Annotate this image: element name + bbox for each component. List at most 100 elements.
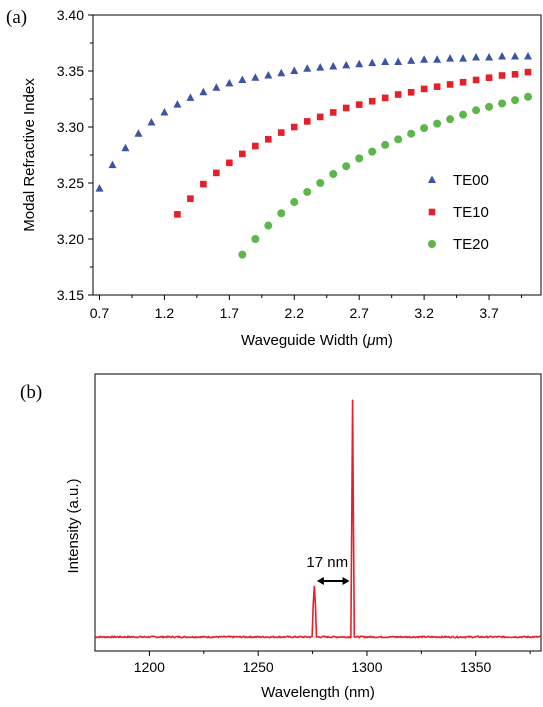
te10-point bbox=[433, 83, 441, 90]
y-tick-label: 3.20 bbox=[57, 231, 84, 247]
te00-point bbox=[251, 73, 260, 81]
te00-point bbox=[108, 160, 117, 169]
panel-b-annotation: 17 nm bbox=[306, 554, 350, 585]
te10-point bbox=[239, 150, 246, 158]
panel-a-x-axis: 0.7 1.2 1.7 2.2 2.7 3.2 3.7 bbox=[90, 295, 523, 321]
x-tick-label: 3.7 bbox=[479, 305, 499, 321]
annotation-label: 17 nm bbox=[306, 554, 348, 571]
panel-b-plot-frame bbox=[94, 373, 542, 652]
legend-label-te20: TE20 bbox=[453, 236, 489, 253]
y-tick-label: 3.40 bbox=[57, 7, 84, 23]
te10-point bbox=[226, 159, 233, 167]
te10-point bbox=[187, 195, 194, 202]
te20-point bbox=[264, 221, 273, 230]
legend-label-te00: TE00 bbox=[453, 172, 489, 189]
te20-point bbox=[368, 147, 377, 156]
te00-point bbox=[433, 55, 442, 63]
te10-point bbox=[394, 91, 402, 98]
x-tick-label: 1250 bbox=[243, 659, 274, 675]
te00-point bbox=[511, 51, 520, 60]
te00-point bbox=[186, 93, 195, 101]
te20-point bbox=[511, 96, 520, 105]
te00-point bbox=[160, 107, 169, 116]
te00-point bbox=[459, 54, 468, 62]
te00-point bbox=[147, 118, 156, 126]
te00-point bbox=[264, 70, 273, 79]
legend-marker-te20 bbox=[428, 240, 436, 248]
te10-point bbox=[355, 101, 363, 108]
annotation-arrow-head-right bbox=[342, 577, 350, 585]
te10-point bbox=[381, 94, 389, 102]
panel-b-x-axis: 1200 1250 1300 1350 bbox=[134, 651, 531, 675]
y-tick-label: 3.30 bbox=[57, 119, 84, 135]
te00-point bbox=[407, 56, 416, 64]
x-tick-label: 1350 bbox=[460, 659, 491, 675]
te00-point bbox=[173, 100, 182, 108]
legend-marker-te00 bbox=[428, 175, 436, 183]
te20-point bbox=[446, 115, 455, 124]
annotation-arrow-head-left bbox=[316, 577, 324, 585]
te20-point bbox=[420, 124, 429, 133]
te10-point bbox=[368, 97, 376, 105]
panel-a-plot-frame bbox=[92, 14, 542, 296]
panel-a-x-axis-title: Waveguide Width (μm) bbox=[241, 332, 393, 349]
x-tick-label: 2.2 bbox=[285, 305, 305, 321]
te00-point bbox=[524, 51, 533, 60]
x-tick-label: 1.7 bbox=[220, 305, 240, 321]
te00-point bbox=[134, 129, 143, 137]
te00-point bbox=[368, 58, 377, 67]
te10-point bbox=[498, 72, 506, 79]
te10-point bbox=[174, 211, 181, 218]
panel-a-points bbox=[95, 51, 533, 259]
te00-point bbox=[212, 83, 221, 91]
te00-point bbox=[199, 87, 208, 96]
te10-point bbox=[407, 88, 415, 96]
legend-label-te10: TE10 bbox=[453, 204, 489, 221]
te00-point bbox=[472, 53, 481, 61]
te10-point bbox=[316, 113, 324, 121]
te00-point bbox=[394, 57, 403, 66]
te20-point bbox=[498, 99, 507, 108]
te10-point bbox=[459, 78, 467, 86]
legend-marker-te10 bbox=[428, 208, 436, 216]
panel-a-label: (a) bbox=[6, 7, 27, 28]
te20-point bbox=[251, 235, 260, 243]
te00-point bbox=[121, 143, 130, 152]
te20-point bbox=[381, 140, 390, 149]
te20-point bbox=[277, 209, 286, 218]
te10-point bbox=[472, 76, 480, 84]
te20-point bbox=[329, 170, 338, 179]
te00-point bbox=[355, 59, 364, 68]
te20-point bbox=[290, 198, 299, 207]
te10-point bbox=[252, 142, 259, 150]
panel-a-y-axis: 3.15 3.20 3.25 3.30 3.35 3.40 bbox=[57, 7, 93, 303]
panel-b-x-axis-title: Wavelength (nm) bbox=[261, 684, 375, 701]
te20-point bbox=[355, 154, 364, 163]
te00-point bbox=[329, 62, 338, 70]
te10-point bbox=[290, 123, 298, 131]
te10-point bbox=[446, 81, 454, 88]
panel-b-chart: (b) 1200 1250 1300 1350 17 nm Wavelength (n… bbox=[20, 373, 542, 701]
te00-point bbox=[342, 60, 351, 69]
te10-point bbox=[213, 169, 220, 177]
te00-point bbox=[277, 68, 286, 77]
te10-point bbox=[420, 85, 428, 93]
te00-point bbox=[381, 57, 390, 66]
panel-a-chart: (a) 0.7 1.2 1.7 2.2 2.7 3.2 3.7 3.153.203.253.… bbox=[6, 7, 542, 349]
panel-a-y-axis-title: Modal Refractive Index bbox=[21, 78, 38, 232]
te20-point bbox=[316, 179, 325, 187]
x-tick-label: 1200 bbox=[134, 659, 165, 675]
te00-point bbox=[316, 63, 325, 71]
te10-point bbox=[329, 109, 337, 116]
te20-point bbox=[394, 135, 403, 144]
x-tick-label: 1300 bbox=[351, 659, 382, 675]
te10-point bbox=[200, 180, 207, 188]
te00-point bbox=[446, 54, 455, 62]
y-tick-label: 3.15 bbox=[57, 287, 84, 303]
y-tick-label: 3.35 bbox=[57, 63, 84, 79]
te20-point bbox=[485, 102, 494, 111]
te20-point bbox=[303, 187, 312, 196]
te20-point bbox=[472, 106, 481, 115]
te00-point bbox=[238, 75, 247, 83]
